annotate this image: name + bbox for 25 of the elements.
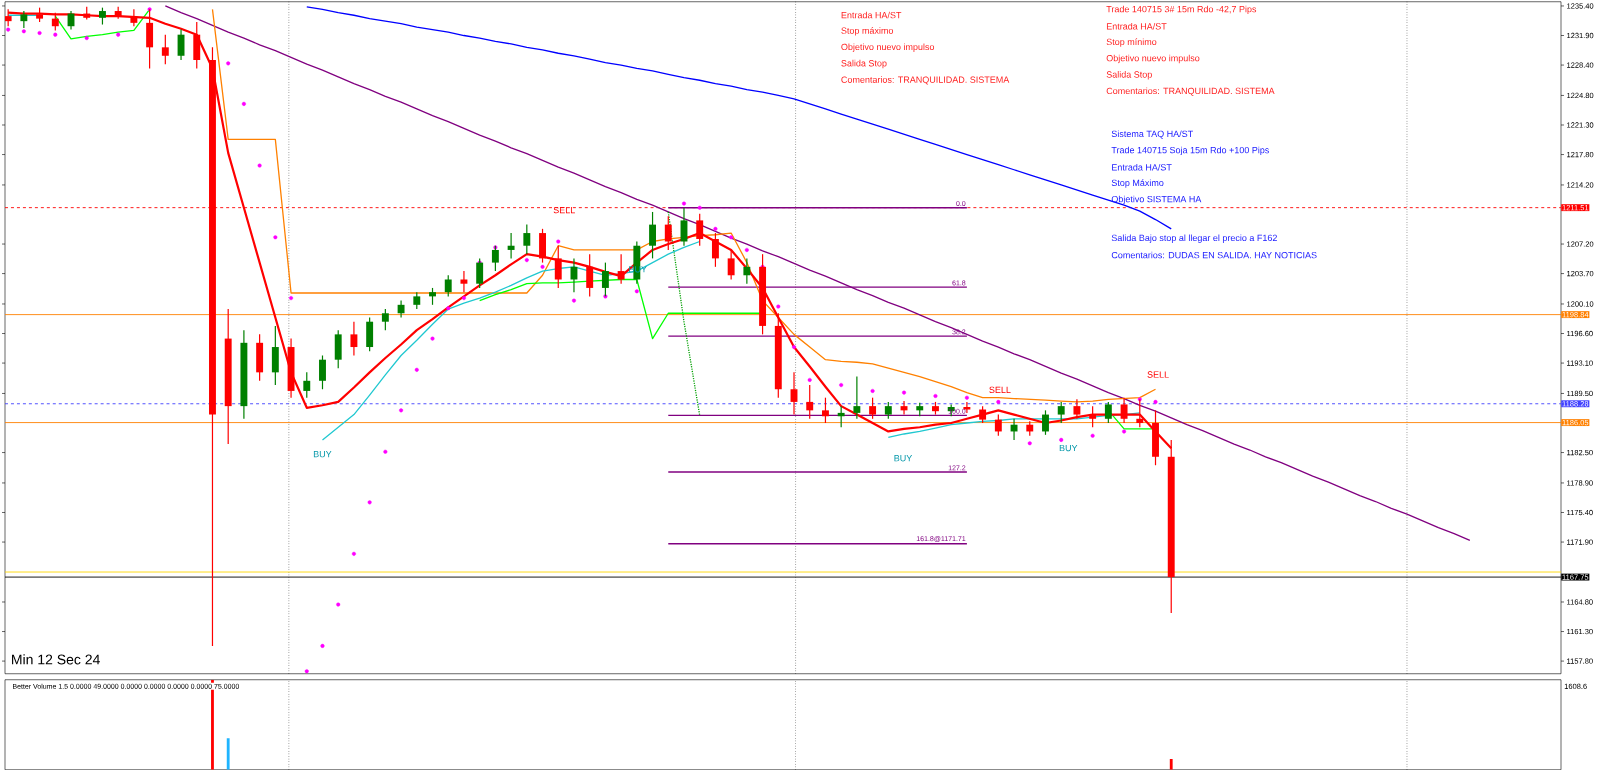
annotation: Comentarios: TRANQUILIDAD. SISTEMA [841,76,1010,85]
annotation: Stop Máximo [1111,179,1164,188]
annotation: SELL [989,386,1011,394]
annotation: Trade 140715 Soja 15m Rdo +100 Pips [1111,146,1269,156]
annotation: Salida Stop [841,59,887,69]
annotation: Objetivo SISTEMA HA [1111,195,1202,205]
annotation: Min 12 Sec 24 [12,654,100,665]
annotation: Entrada HA/ST [1106,22,1167,30]
annotation: Stop máximo [841,27,894,36]
annotation: Comentarios: DUDAS EN SALIDA. HAY NOTICIAS [1111,251,1317,259]
annotation: BUY [894,455,913,462]
annotation: Sistema TAQ HA/ST [1111,130,1193,139]
annotation: Salida Stop [1106,71,1152,80]
annotation: Stop mínimo [1106,38,1157,47]
annotation: Salida Bajo stop al llegar el precio a F162 [1111,234,1277,243]
annotation: Trade 140715 3# 15m Rdo -42,7 Pips [1106,5,1257,15]
annotation: SELL [1147,371,1169,378]
annotation: Entrada HA/ST [841,11,902,19]
annotation: BUY [313,451,332,458]
annotation: Comentarios: TRANQUILIDAD. SISTEMA [1106,87,1275,96]
annotation: Objetivo nuevo impulso [1106,54,1200,64]
annotation: BUY [1059,444,1078,452]
annotation: Entrada HA/ST [1112,163,1172,171]
annotation: Objetivo nuevo impulso [841,43,935,52]
annotation: SELL [553,206,575,214]
